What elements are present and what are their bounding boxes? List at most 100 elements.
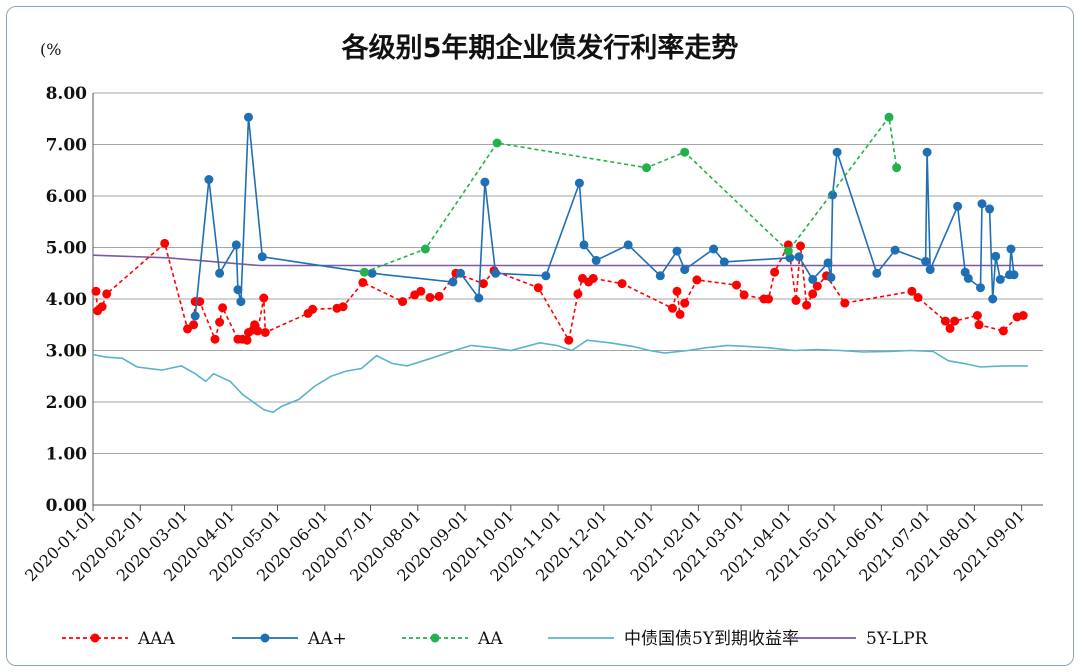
data-point (367, 268, 377, 278)
data-point (995, 274, 1005, 284)
data-point (680, 147, 690, 157)
y-tick-label: 7.00 (46, 136, 88, 156)
data-point (840, 298, 850, 308)
data-point (233, 285, 243, 295)
data-point (474, 293, 484, 303)
data-point (709, 244, 719, 254)
data-point (892, 163, 902, 173)
data-point (448, 277, 458, 287)
data-point (770, 267, 780, 277)
data-point (573, 289, 583, 299)
data-point (950, 316, 960, 326)
data-point (680, 298, 690, 308)
gridlines (92, 92, 1043, 511)
data-point (231, 240, 241, 250)
chart-title: 各级别5年期企业债发行利率走势 (341, 32, 739, 64)
legend-label-3: 中债国债5Y到期收益率 (624, 629, 799, 649)
data-point (215, 317, 225, 327)
data-point (308, 304, 318, 314)
data-point (985, 204, 995, 214)
y-tick-label: 3.00 (46, 342, 88, 362)
data-point (802, 300, 812, 310)
data-point (579, 240, 589, 250)
legend-label-4: 5Y-LPR (866, 629, 929, 649)
data-point (420, 244, 430, 254)
data-point (925, 265, 935, 275)
data-point (922, 147, 932, 157)
data-point (832, 147, 842, 157)
data-point (672, 246, 682, 256)
legend-marker-0 (90, 633, 100, 643)
legend-label-1: AA+ (307, 629, 347, 649)
data-point (359, 267, 369, 277)
data-point (945, 323, 955, 333)
data-point (828, 190, 838, 200)
data-point (976, 283, 985, 293)
data-point (1009, 270, 1019, 280)
legend: AAA AA+ AA 中债国债5Y到期收益率 5Y-LPR (62, 629, 929, 649)
data-point (972, 311, 982, 320)
legend-label-2: AA (477, 629, 503, 649)
data-point (808, 274, 818, 284)
data-point (739, 290, 749, 300)
data-point (764, 294, 773, 304)
y-tick-label: 0.00 (46, 496, 88, 516)
y-tick-label: 2.00 (46, 393, 88, 413)
data-point (963, 273, 973, 283)
data-point (940, 316, 950, 326)
series-group (91, 112, 1043, 414)
data-point (921, 256, 931, 266)
data-point (204, 175, 214, 184)
data-point (591, 255, 601, 265)
data-point (907, 286, 917, 296)
y-tick-label: 5.00 (46, 239, 88, 259)
y-tick-label: 1.00 (46, 445, 88, 465)
data-point (991, 251, 1001, 261)
y-tick-label: 8.00 (46, 84, 88, 104)
data-point (491, 268, 501, 278)
data-point (783, 246, 793, 256)
data-point (732, 280, 741, 290)
legend-marker-2 (430, 633, 440, 643)
data-point (456, 268, 465, 278)
data-point (492, 138, 502, 148)
data-point (977, 199, 987, 209)
data-point (210, 334, 220, 344)
y-tick-label: 4.00 (46, 290, 88, 310)
data-point (884, 112, 894, 122)
data-point (623, 240, 633, 250)
series-line-2 (364, 115, 898, 273)
data-point (823, 258, 833, 268)
data-point (358, 278, 368, 287)
y-tick-labels: 0.00 1.00 2.00 3.00 4.00 5.00 6.00 7.00 8.00 (46, 84, 88, 516)
data-point (588, 273, 598, 283)
data-point (260, 328, 270, 337)
data-point (236, 297, 246, 307)
data-point (794, 252, 804, 262)
y-unit-label: (% (40, 40, 61, 59)
legend-marker-1 (260, 633, 270, 643)
data-point (988, 294, 998, 304)
data-point (872, 268, 882, 278)
data-point (253, 326, 263, 336)
data-point (617, 279, 627, 289)
data-point (257, 252, 267, 262)
y-tick-label: 6.00 (46, 187, 88, 207)
data-point (218, 303, 228, 313)
legend-label-0: AAA (137, 629, 176, 649)
data-point (974, 320, 984, 330)
data-point (190, 311, 200, 321)
chart-frame (6, 6, 1074, 666)
data-point (97, 302, 107, 312)
data-point (91, 286, 101, 296)
data-point (668, 303, 677, 313)
data-point (796, 241, 805, 251)
data-point (692, 275, 702, 285)
series-line-3 (92, 339, 1028, 414)
data-point (160, 238, 170, 248)
data-point (434, 291, 444, 301)
data-point (398, 297, 408, 307)
series-line-4 (92, 254, 1043, 267)
data-point (680, 265, 690, 275)
